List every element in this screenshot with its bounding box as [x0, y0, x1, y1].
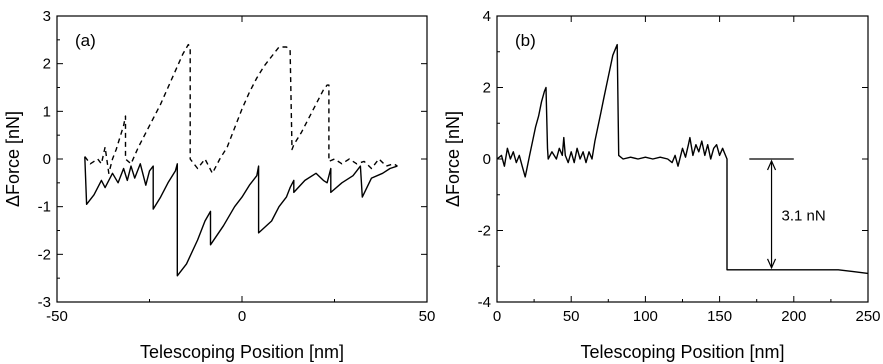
x-tick-label: 50 — [563, 308, 580, 325]
panel-a-y-axis-label: ΔForce [nN] — [3, 111, 23, 207]
x-tick-label: 250 — [855, 308, 880, 325]
panel-a-label: (a) — [75, 31, 96, 50]
panel-b-y-axis-label: ΔForce [nN] — [443, 111, 463, 207]
y-tick-label: -4 — [478, 294, 491, 311]
y-tick-label: -2 — [478, 223, 491, 240]
y-tick-label: 0 — [483, 151, 491, 168]
panel-a-chart: -50 0 50 -3 -2 -1 0 1 2 3 (a) Telescoping Positio… — [3, 8, 435, 362]
series-line-solid — [84, 156, 398, 277]
y-tick-label: 3 — [43, 8, 51, 25]
panel-b-series — [496, 43, 869, 275]
panel-a-ticks: -50 0 50 -3 -2 -1 0 1 2 3 — [38, 8, 436, 325]
panel-b-ticks: 0 50 100 150 200 250 -4 -2 0 2 4 — [478, 8, 881, 325]
panel-b-label: (b) — [515, 31, 536, 50]
panel-b-plot-frame — [496, 15, 869, 303]
panel-a-x-axis-label: Telescoping Position [nm] — [140, 342, 344, 362]
series-line-dashed — [84, 43, 398, 174]
y-tick-label: 2 — [483, 80, 491, 97]
panel-b-annotation: 3.1 nN — [749, 158, 826, 270]
annotation-arrowhead-top — [766, 159, 777, 171]
x-tick-label: 150 — [707, 308, 732, 325]
x-tick-label: 0 — [238, 308, 246, 325]
y-tick-label: 4 — [483, 8, 491, 25]
panel-b-x-axis-label: Telescoping Position [nm] — [580, 342, 784, 362]
series-line-solid — [496, 43, 869, 275]
y-tick-label: 2 — [43, 56, 51, 73]
y-tick-label: -2 — [38, 246, 51, 263]
x-tick-label: -50 — [46, 308, 68, 325]
y-tick-label: 1 — [43, 103, 51, 120]
x-tick-label: 100 — [633, 308, 658, 325]
x-tick-label: 0 — [493, 308, 501, 325]
y-tick-label: 0 — [43, 151, 51, 168]
annotation-arrowhead-bottom — [766, 258, 777, 270]
x-tick-label: 200 — [781, 308, 806, 325]
panel-b-chart: 0 50 100 150 200 250 -4 -2 0 2 4 3.1 nN (b) Telesc… — [443, 8, 881, 362]
y-tick-label: -3 — [38, 294, 51, 311]
panel-a-series — [84, 43, 398, 277]
annotation-label: 3.1 nN — [782, 207, 826, 224]
y-tick-label: -1 — [38, 199, 51, 216]
x-tick-label: 50 — [419, 308, 436, 325]
